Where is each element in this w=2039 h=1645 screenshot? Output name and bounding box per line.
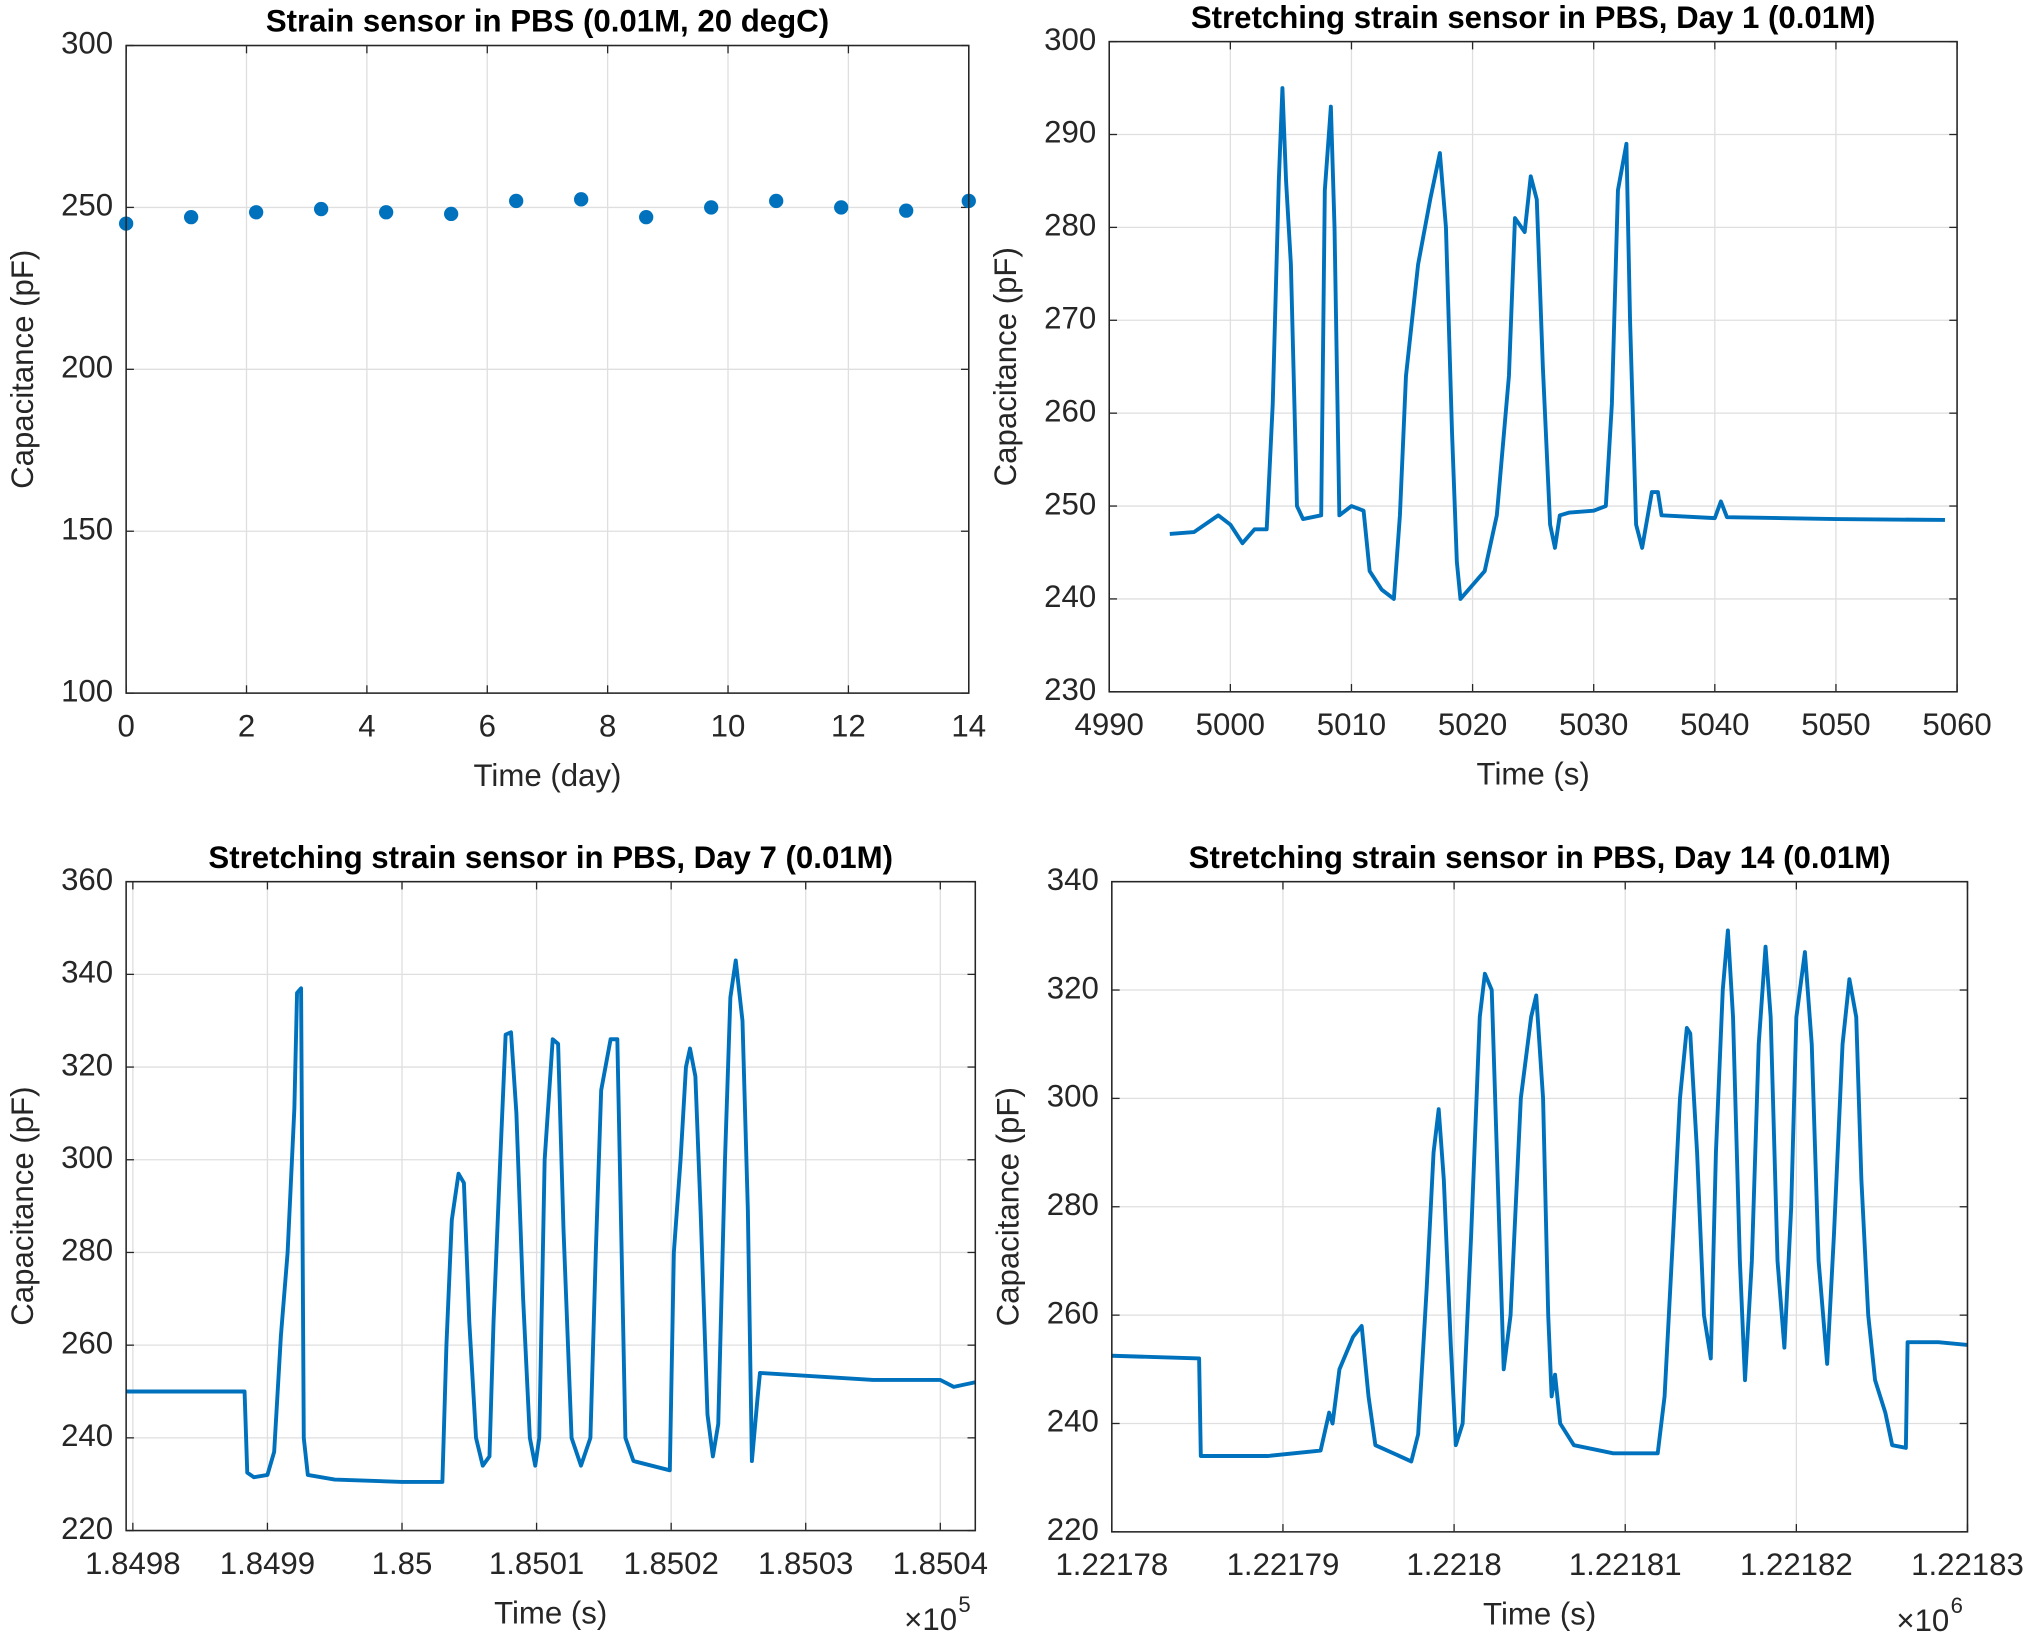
y-tick-label: 230 — [1044, 672, 1096, 707]
axes-background — [1109, 41, 1958, 692]
y-tick-label: 280 — [1047, 1187, 1099, 1222]
x-tick-label: 1.8502 — [623, 1546, 718, 1581]
x-tick-label: 8 — [599, 708, 616, 743]
x-tick-label: 12 — [831, 708, 866, 743]
x-tick-label: 1.8501 — [489, 1546, 584, 1581]
point — [574, 192, 589, 207]
x-multiplier: ×10 — [1896, 1603, 1949, 1638]
x-tick-label: 1.8498 — [85, 1546, 180, 1581]
x-tick-label: 1.22183 — [1911, 1547, 2024, 1582]
y-tick-label: 240 — [1047, 1404, 1099, 1439]
y-tick-label: 220 — [1047, 1512, 1099, 1547]
y-tick-label: 290 — [1044, 115, 1096, 150]
subplot: 1.22178 1.22179 1.2218 1.22181 1.22182 1.2218… — [991, 840, 2024, 1638]
x-tick-label: 5040 — [1680, 707, 1749, 742]
x-tick-label: 0 — [117, 708, 134, 743]
y-tick-label: 240 — [1044, 579, 1096, 614]
x-tick-label: 1.2218 — [1406, 1547, 1501, 1582]
y-tick-label: 270 — [1044, 301, 1096, 336]
axes-box — [1111, 880, 1969, 1533]
y-axis-label: Capacitance (pF) — [5, 1087, 40, 1326]
x-tick-label: 4990 — [1075, 707, 1144, 742]
x-exponent: 6 — [1951, 1593, 1963, 1618]
x-tick-label: 5020 — [1438, 707, 1507, 742]
y-axis-label: Capacitance (pF) — [5, 250, 40, 489]
line — [1111, 928, 1968, 1464]
x-tick-label: 1.22182 — [1740, 1547, 1853, 1582]
y-tick-label: 300 — [1044, 22, 1096, 57]
line — [1169, 86, 1945, 601]
y-tick-label: 260 — [1047, 1295, 1099, 1330]
y-tick-label: 250 — [61, 188, 113, 223]
y-axis-label: Capacitance (pF) — [988, 247, 1023, 486]
x-axis-label: Time (s) — [1477, 757, 1590, 792]
x-axis-label: Time (s) — [1483, 1597, 1596, 1632]
point — [248, 205, 264, 220]
x-tick-label: 2 — [238, 708, 255, 743]
x-multiplier: ×10 — [904, 1602, 957, 1637]
x-axis-label: Time (day) — [474, 758, 622, 793]
y-tick-label: 300 — [1047, 1079, 1099, 1114]
y-axis-label: Capacitance (pF) — [991, 1087, 1026, 1326]
point — [183, 209, 199, 225]
point — [899, 203, 914, 218]
point — [379, 205, 394, 220]
y-tick-label: 220 — [61, 1511, 113, 1546]
y-tick-label: 340 — [1047, 862, 1099, 897]
axes-box — [1108, 40, 1958, 693]
y-tick-label: 150 — [61, 511, 113, 546]
point — [639, 209, 654, 225]
y-tick-label: 260 — [1044, 393, 1096, 428]
y-tick-label: 320 — [1047, 970, 1099, 1005]
x-axis-label: Time (s) — [494, 1595, 607, 1630]
x-tick-label: 5030 — [1559, 707, 1628, 742]
y-tick-label: 280 — [1044, 208, 1096, 243]
x-tick-label: 1.8504 — [893, 1546, 988, 1581]
y-tick-label: 100 — [61, 673, 113, 708]
x-tick-label: 1.8503 — [758, 1546, 853, 1581]
axes-background — [126, 881, 976, 1531]
x-tick-label: 10 — [711, 708, 746, 743]
x-tick-label: 1.22178 — [1055, 1547, 1168, 1582]
y-tick-label: 300 — [61, 1140, 113, 1175]
y-tick-label: 340 — [61, 955, 113, 990]
chart-title: Stretching strain sensor in PBS, Day 14 … — [1189, 840, 1891, 875]
point — [704, 200, 719, 215]
axes-box — [125, 44, 970, 694]
y-tick-label: 240 — [61, 1418, 113, 1453]
y-tick-label: 260 — [61, 1325, 113, 1360]
subplot: 0 2 4 6 8 10 12 14 100 150 200 250 300 Strain sensor … — [5, 4, 986, 793]
x-tick-label: 5000 — [1196, 707, 1265, 742]
y-tick-label: 250 — [1044, 486, 1096, 521]
x-tick-label: 1.8499 — [220, 1546, 315, 1581]
y-tick-label: 200 — [61, 350, 113, 385]
x-tick-label: 6 — [479, 708, 496, 743]
x-tick-label: 5010 — [1317, 707, 1386, 742]
x-tick-label: 1.85 — [372, 1546, 433, 1581]
y-tick-label: 280 — [61, 1233, 113, 1268]
point — [313, 201, 329, 217]
subplot: 4990 5000 5010 5020 5030 5040 5050 5060 230 240 25… — [988, 0, 1992, 792]
y-tick-label: 300 — [61, 26, 113, 61]
axes-box — [125, 880, 977, 1532]
x-tick-label: 5060 — [1922, 707, 1991, 742]
line — [126, 958, 976, 1484]
point — [444, 206, 459, 222]
point — [834, 200, 849, 215]
point — [509, 193, 524, 209]
x-tick-label: 4 — [358, 708, 375, 743]
x-tick-label: 1.22179 — [1227, 1547, 1340, 1582]
x-tick-label: 1.22181 — [1569, 1547, 1682, 1582]
y-tick-label: 360 — [61, 862, 113, 897]
x-tick-label: 14 — [951, 708, 986, 743]
point — [769, 193, 784, 209]
chart-title: Strain sensor in PBS (0.01M, 20 degC) — [266, 4, 829, 39]
y-tick-label: 320 — [61, 1047, 113, 1082]
x-exponent: 5 — [958, 1592, 970, 1617]
x-tick-label: 5050 — [1801, 707, 1870, 742]
subplot: 1.8498 1.8499 1.85 1.8501 1.8502 1.8503 1.8504… — [5, 840, 988, 1637]
chart-title: Stretching strain sensor in PBS, Day 1 (… — [1191, 0, 1876, 35]
chart-title: Stretching strain sensor in PBS, Day 7 (… — [208, 840, 893, 875]
